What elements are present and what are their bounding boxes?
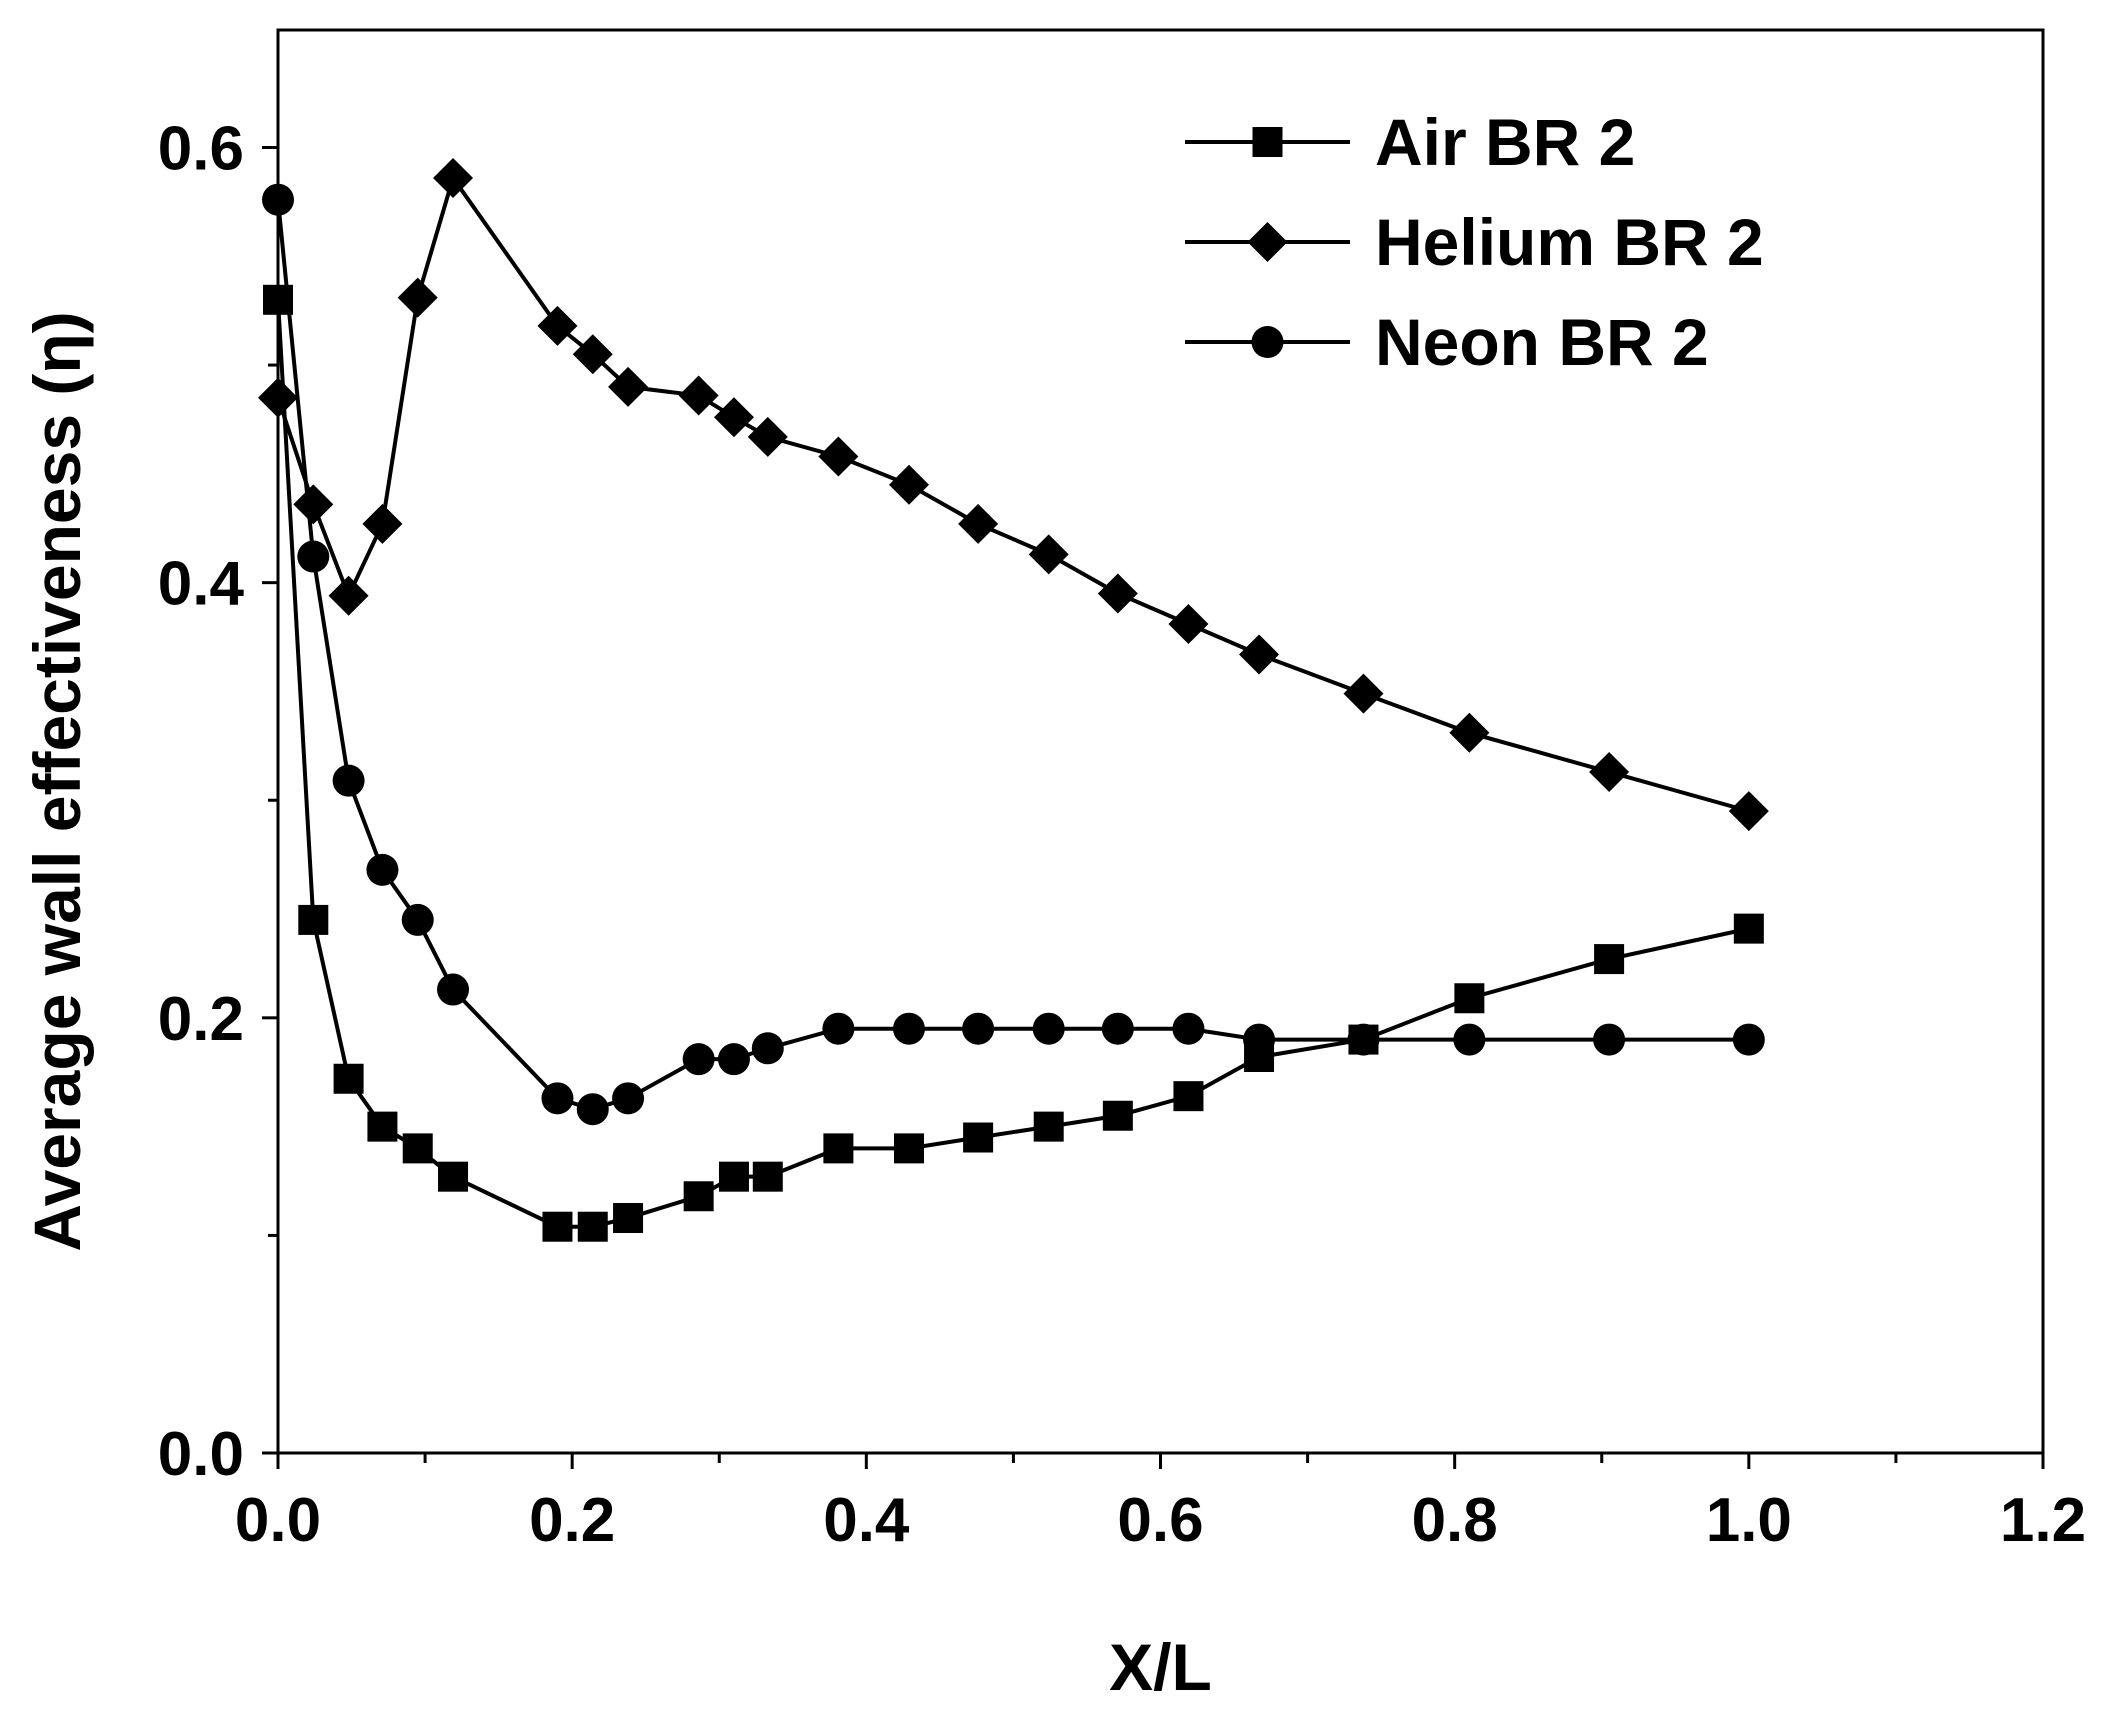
data-point-square — [1173, 1081, 1204, 1112]
y-tick-label: 0.4 — [158, 550, 245, 619]
data-point-square — [367, 1111, 398, 1142]
legend: Air BR 2 Helium BR 2 Neon BR 2 — [1185, 105, 1764, 379]
x-tick-label: 0.4 — [823, 1486, 910, 1555]
series-circle — [262, 183, 1765, 1126]
data-point-square — [683, 1181, 714, 1212]
data-point-circle — [1453, 1023, 1486, 1056]
data-point-circle — [962, 1012, 995, 1045]
data-point-circle — [717, 1043, 750, 1076]
data-point-diamond — [1589, 751, 1630, 792]
data-point-diamond — [1168, 604, 1209, 645]
x-axis-title: X/L — [1109, 1630, 1212, 1704]
data-point-diamond — [1449, 712, 1490, 753]
data-point-circle — [437, 973, 470, 1006]
data-point-diamond — [958, 503, 999, 544]
data-point-diamond — [328, 575, 369, 616]
data-point-diamond — [747, 416, 788, 457]
data-point-diamond — [397, 277, 438, 318]
data-point-diamond — [888, 464, 929, 505]
data-point-circle — [1243, 1023, 1276, 1056]
data-point-square — [752, 1161, 783, 1192]
x-tick-label: 0.8 — [1412, 1486, 1498, 1555]
series-line — [276, 299, 1750, 1229]
y-tick-label: 0.6 — [158, 114, 244, 183]
legend-item: Neon BR 2 — [1185, 305, 1709, 379]
data-point-circle — [1732, 1023, 1765, 1056]
data-point-circle — [401, 903, 434, 936]
series-layer — [258, 157, 1769, 1242]
data-point-circle — [892, 1012, 925, 1045]
data-point-square — [718, 1161, 749, 1192]
x-tick-label: 0.2 — [529, 1486, 615, 1555]
data-point-circle — [576, 1093, 609, 1126]
legend-item: Helium BR 2 — [1185, 205, 1764, 279]
data-point-circle — [541, 1082, 574, 1115]
data-point-diamond — [293, 484, 334, 525]
data-point-circle — [1101, 1012, 1134, 1045]
data-point-diamond — [1728, 791, 1769, 832]
y-axis-title: Average wall effectiveness (η) — [20, 311, 94, 1251]
x-tick-label: 0.6 — [1117, 1486, 1203, 1555]
data-point-circle — [612, 1082, 645, 1115]
data-point-diamond — [1097, 573, 1138, 614]
data-point-circle — [1172, 1012, 1205, 1045]
legend-label: Air BR 2 — [1375, 105, 1635, 179]
data-point-square — [1102, 1100, 1133, 1131]
data-point-circle — [1032, 1012, 1065, 1045]
data-point-diamond — [1028, 534, 1069, 575]
data-point-square — [298, 904, 329, 935]
data-point-square — [1594, 944, 1625, 975]
x-tick-label: 0.0 — [235, 1486, 321, 1555]
data-point-square — [402, 1133, 433, 1164]
data-point-diamond — [1239, 634, 1280, 675]
data-point-diamond — [818, 436, 859, 477]
legend-marker-square — [1252, 127, 1283, 157]
data-point-square — [823, 1133, 854, 1164]
legend-marker-diamond — [1247, 222, 1288, 262]
data-point-diamond — [1343, 673, 1384, 714]
data-point-circle — [297, 540, 330, 573]
data-point-square — [542, 1211, 573, 1242]
legend-marker-circle — [1251, 326, 1284, 358]
legend-label: Helium BR 2 — [1375, 205, 1764, 279]
data-point-diamond — [433, 157, 474, 198]
data-point-diamond — [258, 377, 298, 418]
data-point-circle — [1593, 1023, 1626, 1056]
data-point-circle — [262, 183, 294, 216]
data-point-square — [1033, 1111, 1064, 1142]
data-point-circle — [366, 853, 399, 886]
data-point-square — [577, 1211, 608, 1242]
legend-item: Air BR 2 — [1185, 105, 1635, 179]
data-point-diamond — [362, 503, 403, 544]
data-point-square — [1454, 983, 1485, 1014]
y-tick-label: 0.0 — [158, 1420, 244, 1489]
x-tick-label: 1.2 — [2000, 1486, 2086, 1555]
data-point-circle — [751, 1032, 784, 1065]
data-point-square — [333, 1063, 364, 1094]
data-point-diamond — [537, 305, 578, 346]
data-point-square — [893, 1133, 924, 1164]
data-point-diamond — [713, 397, 754, 438]
data-point-square — [613, 1203, 644, 1234]
data-point-diamond — [572, 334, 613, 375]
data-point-square — [963, 1122, 994, 1153]
x-tick-label: 1.0 — [1706, 1486, 1792, 1555]
data-point-circle — [682, 1043, 715, 1076]
x-axis: 0.0 0.2 0.4 0.6 0.8 1.0 1.2 — [235, 1453, 2086, 1555]
y-axis: 0.0 0.2 0.4 0.6 — [158, 114, 278, 1489]
data-point-diamond — [678, 375, 719, 416]
data-point-circle — [1347, 1023, 1380, 1056]
data-point-square — [438, 1161, 469, 1192]
data-point-square — [1733, 913, 1764, 944]
data-point-circle — [822, 1012, 855, 1045]
data-point-diamond — [608, 366, 649, 407]
y-tick-label: 0.2 — [158, 985, 244, 1054]
series-square — [263, 284, 1764, 1242]
legend-label: Neon BR 2 — [1375, 305, 1709, 379]
series-diamond — [258, 157, 1769, 832]
data-point-circle — [332, 764, 365, 797]
